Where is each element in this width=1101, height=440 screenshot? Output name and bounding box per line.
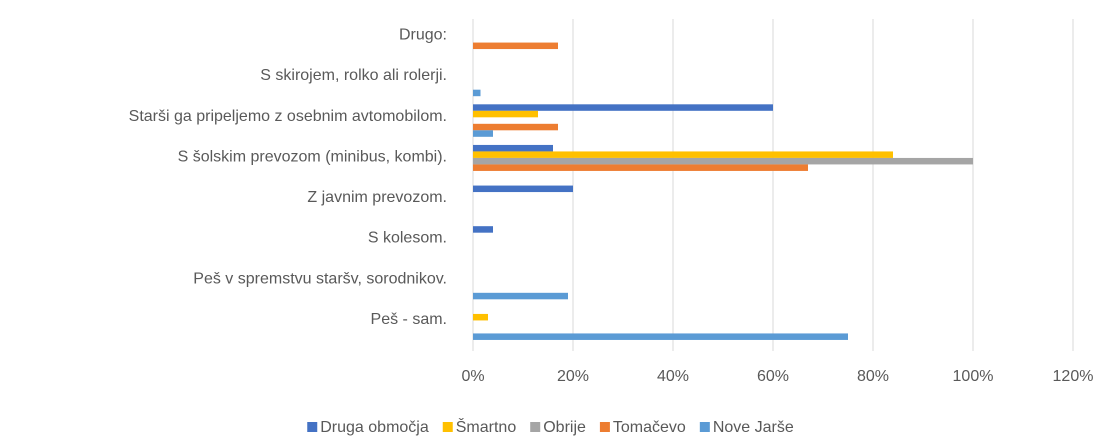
bar [473,144,553,152]
legend-label: Nove Jarše [713,419,794,436]
legend: Druga območja Šmartno Obrije Tomačevo Nove J… [307,417,794,436]
y-tick-label: Drugo: [399,27,447,44]
x-tick-label: 100% [953,368,994,385]
x-tick-label: 120% [1053,368,1094,385]
bar [473,164,808,171]
y-tick-label: Peš - sam. [371,311,447,328]
bar [473,151,893,158]
x-tick-label: 60% [757,368,789,385]
y-tick-label: S kolesom. [368,230,447,247]
bar [473,110,538,118]
bar [473,185,573,193]
y-tick-label: S skirojem, rolko ali rolerji. [260,67,447,84]
bar [473,123,558,131]
legend-label: Tomačevo [613,419,686,436]
legend-swatch [307,422,318,432]
bar [473,292,568,300]
legend-swatch [599,422,610,432]
bar [473,333,848,340]
bar [473,226,493,233]
x-tick-label: 40% [657,368,689,385]
legend-label: Druga območja [320,419,429,436]
bar [473,130,493,137]
y-tick-label: Peš v spremstvu staršv, sorodnikov. [193,270,447,287]
legend-label: Obrije [543,419,586,436]
y-tick-label: S šolskim prevozom (minibus, kombi). [178,148,447,165]
y-tick-label: Z javnim prevozom. [307,189,447,206]
legend-swatch [442,422,453,432]
legend-swatch [699,422,710,432]
y-tick-label: Starši ga pripeljemo z osebnim avtomobil… [129,108,447,125]
x-tick-label: 80% [857,368,889,385]
x-tick-label: 20% [557,368,589,385]
x-tick-label: 0% [461,368,484,385]
bar [473,89,481,97]
bar [473,42,558,50]
bar [473,157,973,165]
bar [473,313,488,321]
bar [473,104,773,111]
legend-swatch [530,422,541,432]
legend-label: Šmartno [456,417,517,436]
